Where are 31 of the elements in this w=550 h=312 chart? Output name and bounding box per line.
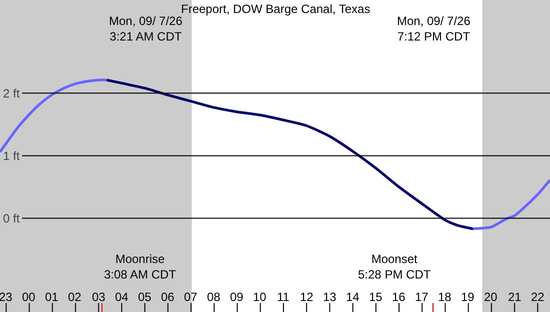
x-tick-label: 07 [184, 290, 198, 304]
y-tick-label: 0 ft [3, 211, 20, 226]
x-tick-label: 18 [438, 290, 452, 304]
x-tick-label: 13 [323, 290, 337, 304]
x-tick-label: 09 [230, 290, 244, 304]
x-tick-label: 20 [484, 290, 498, 304]
x-tick-label: 21 [508, 290, 522, 304]
x-tick-label: 19 [461, 290, 475, 304]
y-tick-label: 1 ft [3, 148, 20, 163]
x-tick-label: 08 [207, 290, 221, 304]
x-tick-label: 06 [161, 290, 175, 304]
x-tick-label: 14 [346, 290, 360, 304]
x-tick-label: 02 [68, 290, 82, 304]
x-tick-label: 16 [392, 290, 406, 304]
chart-title: Freeport, DOW Barge Canal, Texas [181, 2, 370, 16]
x-tick-label: 15 [369, 290, 383, 304]
x-tick-label: 17 [415, 290, 429, 304]
x-tick-label: 12 [300, 290, 314, 304]
x-tick-label: 22 [531, 290, 545, 304]
x-tick-label: 11 [277, 290, 290, 304]
annotation: Mon, 09/ 7/26 3:21 AM CDT [109, 14, 183, 44]
annotation: Moonrise 3:08 AM CDT [104, 252, 177, 282]
x-tick-label: 01 [45, 290, 59, 304]
x-tick-label: 04 [115, 290, 129, 304]
x-tick-label: 10 [253, 290, 267, 304]
x-tick-label: 03 [92, 290, 106, 304]
y-tick-label: 2 ft [3, 86, 20, 100]
x-tick-label: 00 [22, 290, 36, 304]
x-tick-label: 05 [138, 290, 152, 304]
annotation: Moonset 5:28 PM CDT [358, 252, 432, 282]
annotation: Mon, 09/ 7/26 7:12 PM CDT [397, 14, 471, 44]
